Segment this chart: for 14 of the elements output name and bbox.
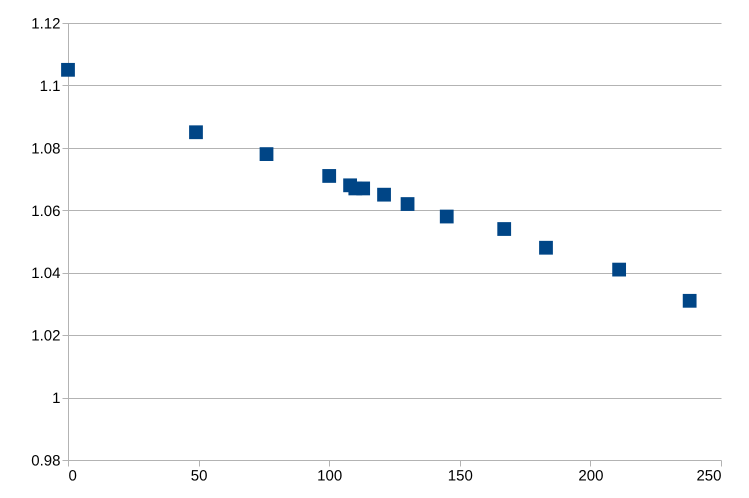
- y-tick-label: 1.02: [31, 328, 60, 345]
- x-tick-label: 100: [317, 468, 342, 484]
- y-tick-label: 1.12: [31, 16, 60, 32]
- y-tick-label: 1: [52, 390, 60, 408]
- y-tick-label: 1.04: [31, 265, 60, 282]
- y-tick-label: 1.1: [40, 78, 60, 95]
- x-tick-label: 150: [448, 468, 473, 484]
- y-tick-label: 1.08: [31, 140, 60, 158]
- y-tick-label: 1.06: [31, 202, 60, 220]
- x-tick-label: 0: [68, 468, 77, 484]
- x-tick-label: 250: [696, 468, 722, 484]
- x-tick-label: 50: [190, 468, 208, 484]
- y-tick-label: 0.98: [31, 452, 60, 470]
- x-tick-label: 200: [578, 468, 604, 484]
